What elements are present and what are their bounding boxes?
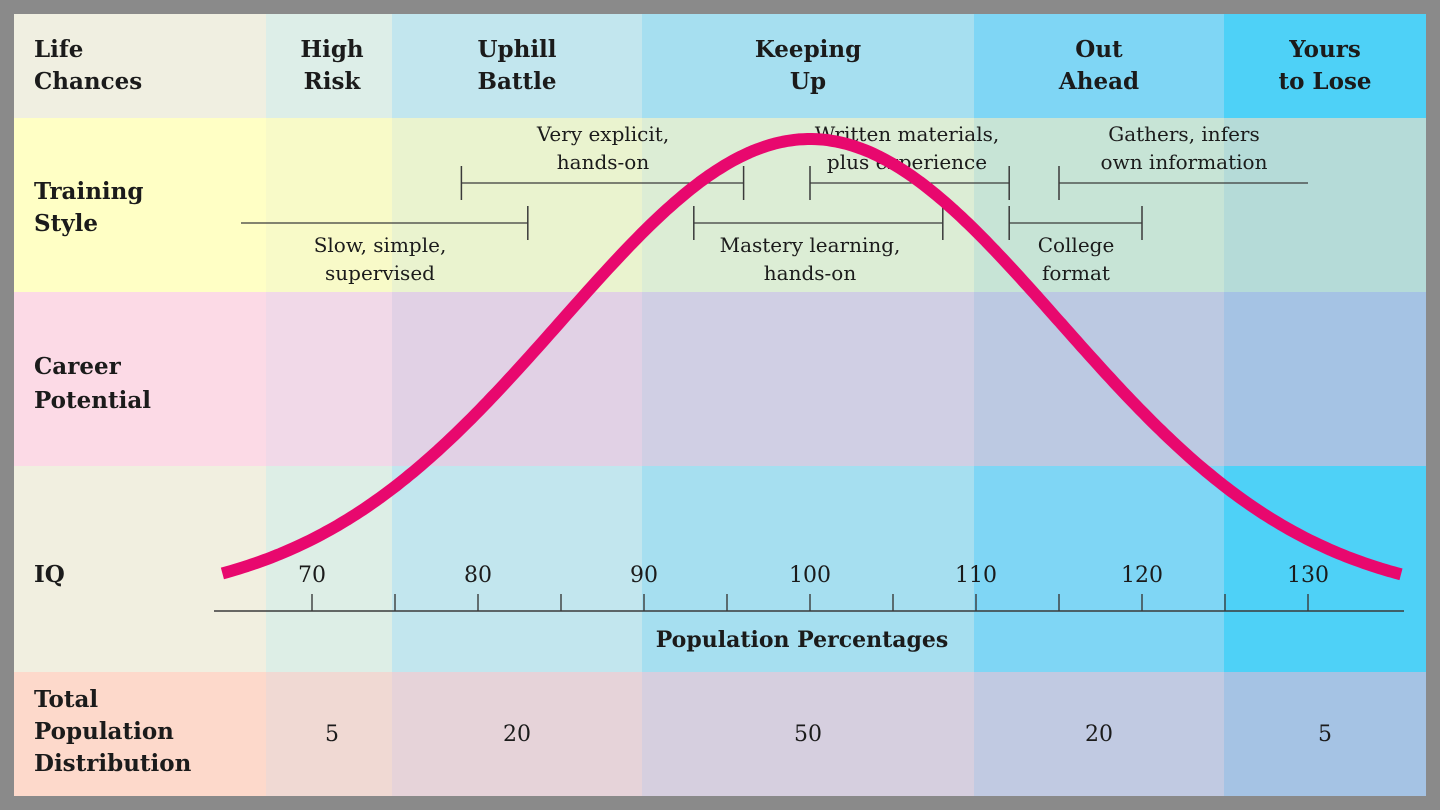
iq-tick-label: 90 [630,563,658,588]
training-very-explicit-line2: hands-on [556,150,650,174]
training-gathers-infers: Gathers, infers own information [1074,120,1294,176]
header-high-risk-line1: High [300,36,364,63]
training-very-explicit: Very explicit, hands-on [493,120,713,176]
training-mastery-learning: Mastery learning, hands-on [690,231,930,287]
distribution-row-cell [1224,672,1426,796]
header-keeping-up: Keeping Up [642,34,974,98]
distribution-label-line1: Total [34,686,99,713]
header-uphill-battle-line2: Battle [477,68,557,95]
career-row-cell [1224,292,1426,466]
distribution-value-keeping-up: 50 [794,722,822,747]
training-gathers-infers-line1: Gathers, infers [1108,122,1260,146]
distribution-value-high-risk: 5 [325,722,339,747]
header-row-cell [642,14,974,118]
header-high-risk-line2: Risk [303,68,361,95]
iq-label: IQ [34,561,65,588]
iq-tick-label: 120 [1121,563,1163,588]
training-very-explicit-line1: Very explicit, [536,122,670,146]
career-row-cell [642,292,974,466]
iq-tick-label: 80 [464,563,492,588]
training-style-label-line1: Training [34,178,144,205]
training-slow-simple-line1: Slow, simple, [313,233,447,257]
training-college-format: College format [1006,231,1146,287]
career-row-cell [974,292,1224,466]
header-row-cell [1224,14,1426,118]
header-out-ahead: Out Ahead [974,34,1224,98]
iq-tick-label: 110 [955,563,997,588]
training-row-cell [642,118,974,292]
distribution-row-cell [974,672,1224,796]
header-row-cell [14,14,266,118]
training-mastery-learning-line2: hands-on [763,261,857,285]
training-gathers-infers-line2: own information [1100,150,1268,174]
header-yours-to-lose: Yours to Lose [1224,34,1426,98]
training-row-cell [266,118,392,292]
training-row-cell [392,118,642,292]
career-potential-label: Career Potential [34,350,151,418]
training-slow-simple-line2: supervised [325,261,435,285]
header-keeping-up-line1: Keeping [754,36,862,63]
career-potential-label-line2: Potential [34,387,151,414]
distribution-row-cell [392,672,642,796]
header-high-risk: High Risk [266,34,398,98]
iq-row-cell [642,466,974,672]
header-row-cell [974,14,1224,118]
training-slow-simple: Slow, simple, supervised [280,231,480,287]
iq-row-cell [974,466,1224,672]
iq-row-cell [392,466,642,672]
training-row-cell [974,118,1224,292]
training-row-cell [14,118,266,292]
training-style-label: Training Style [34,176,143,240]
distribution-row-cell [266,672,392,796]
career-row-cell [266,292,392,466]
header-out-ahead-line1: Out [1075,36,1123,63]
career-row-cell [14,292,266,466]
training-mastery-learning-line1: Mastery learning, [719,233,901,257]
training-college-format-line2: format [1042,261,1110,285]
distribution-value-yours-to-lose: 5 [1318,722,1332,747]
header-uphill-battle: Uphill Battle [392,34,642,98]
header-keeping-up-line2: Up [789,68,827,95]
header-yours-to-lose-line1: Yours [1289,36,1361,63]
header-yours-to-lose-line2: to Lose [1278,68,1372,95]
life-chances-label-line2: Chances [34,68,143,95]
distribution-row-cell [14,672,266,796]
distribution-label-line3: Distribution [34,750,192,777]
distribution-value-out-ahead: 20 [1085,722,1113,747]
life-chances-label-line1: Life [34,36,84,63]
iq-tick-label: 100 [789,563,831,588]
header-row-cell [266,14,392,118]
population-percentages-title: Population Percentages [655,627,949,653]
life-chances-label: Life Chances [34,34,142,98]
normal-distribution-curve [220,133,1403,581]
career-potential-label-line1: Career [34,353,121,380]
distribution-value-uphill-battle: 20 [503,722,531,747]
iq-tick-label: 130 [1287,563,1329,588]
header-uphill-battle-line1: Uphill [477,36,557,63]
training-style-label-line2: Style [34,210,98,237]
training-college-format-line1: College [1037,233,1115,257]
iq-tick-label: 70 [298,563,326,588]
training-row-cell [1224,118,1426,292]
total-population-distribution-label: Total Population Distribution [34,684,191,780]
distribution-label-line2: Population [34,718,174,745]
header-out-ahead-line2: Ahead [1058,68,1140,95]
header-row-cell [392,14,642,118]
distribution-row-cell [642,672,974,796]
